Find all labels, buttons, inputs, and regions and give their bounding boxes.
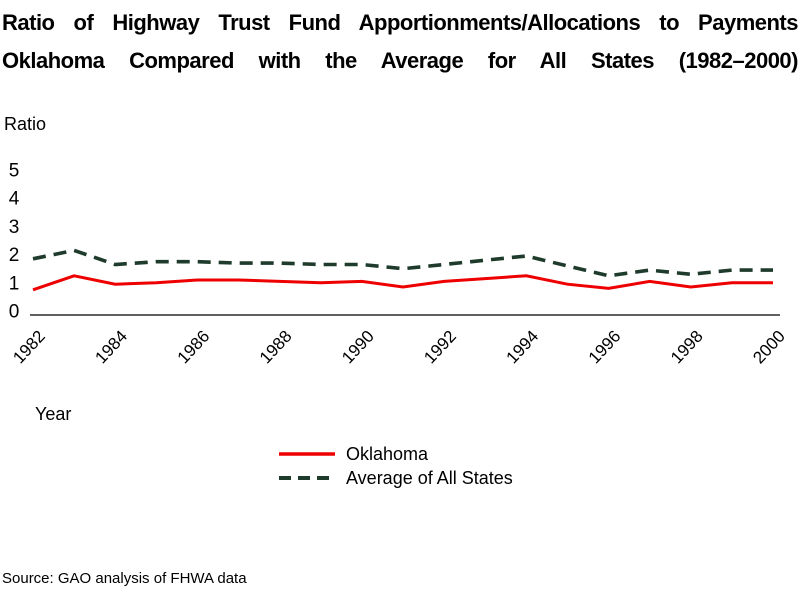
y-tick-label: 2 bbox=[9, 245, 20, 266]
average-line-swatch-icon bbox=[279, 476, 335, 480]
y-tick-label: 3 bbox=[9, 217, 20, 238]
x-tick-label: 1994 bbox=[503, 327, 543, 368]
oklahoma-line bbox=[32, 274, 773, 292]
y-tick-label: 0 bbox=[9, 302, 20, 323]
legend-label-average: Average of All States bbox=[346, 467, 513, 488]
source-note: Source: GAO analysis of FHWA data bbox=[2, 570, 247, 587]
x-tick-label: 1998 bbox=[667, 327, 707, 368]
chart-title: Ratio of Highway Trust Fund Apportionmen… bbox=[0, 4, 800, 80]
x-axis-title: Year bbox=[35, 404, 72, 424]
y-tick-label: 4 bbox=[9, 189, 20, 210]
x-tick-label: 1992 bbox=[420, 327, 460, 368]
x-tick-label: 1996 bbox=[585, 327, 625, 368]
line-chart-plot: 0 1 2 3 4 5 1982 1984 1986 1988 1990 1992 1994 1996 19… bbox=[9, 161, 789, 368]
legend-item-oklahoma: Oklahoma bbox=[278, 442, 513, 466]
x-tick-label: 1990 bbox=[338, 327, 378, 368]
legend-label-oklahoma: Oklahoma bbox=[346, 443, 429, 464]
legend-item-average: Average of All States bbox=[278, 466, 513, 490]
average-line bbox=[32, 248, 773, 278]
x-tick-label: 1984 bbox=[91, 327, 131, 368]
chart-title-line-1: Ratio of Highway Trust Fund Apportionmen… bbox=[2, 10, 798, 35]
x-tick-label: 1982 bbox=[9, 327, 49, 368]
y-tick-label: 1 bbox=[9, 273, 20, 294]
oklahoma-line-swatch-icon bbox=[279, 452, 335, 456]
x-tick-label: 2000 bbox=[749, 327, 789, 368]
y-tick-label: 5 bbox=[9, 161, 20, 182]
chart-legend: Oklahoma Average of All States bbox=[278, 442, 513, 490]
chart-title-line-2: Oklahoma Compared with the Average for A… bbox=[2, 48, 798, 73]
x-tick-label: 1988 bbox=[256, 327, 296, 368]
x-tick-label: 1986 bbox=[174, 327, 214, 368]
y-axis-title: Ratio bbox=[4, 114, 47, 134]
